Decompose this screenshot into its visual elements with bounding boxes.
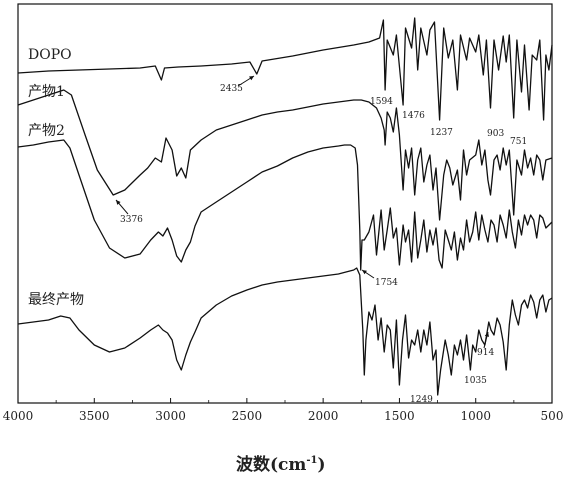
peak-annotations: 2435 1594 1476 1237 903 751 3376 1754 1249 1035 91… [115,75,527,405]
peak-label: 1237 [430,128,453,138]
series-label: 产物1 [28,84,65,100]
series-line-1 [17,89,553,221]
peak-arrow-head [362,270,367,275]
peak-arrow-head [484,332,490,337]
peak-label: 3376 [120,215,143,225]
peak-label: 1249 [410,395,433,405]
peak-arrow-head [249,76,254,81]
x-tick-label: 4000 [3,409,34,423]
peak-label: 1035 [464,376,487,386]
plot-frame [17,3,553,404]
series-label: 最终产物 [28,292,84,308]
x-axis-title: 波数(cm-1) [236,454,326,475]
peak-label: 1594 [370,97,393,107]
x-tick-label: 2500 [232,409,263,423]
peak-label: 1754 [375,278,398,288]
series-labels: DOPO 产物1 产物2 最终产物 [28,47,84,308]
x-tick-label: 3500 [79,409,110,423]
x-tick-label: 1500 [384,409,415,423]
peak-label: 2435 [220,84,243,94]
x-tick-label: 500 [541,409,564,423]
x-tick-label: 3000 [155,409,186,423]
peak-label: 751 [510,137,527,147]
peak-label: 1476 [402,111,425,121]
series-traces [17,17,553,396]
series-label: DOPO [28,47,72,63]
peak-label: 914 [477,348,494,358]
series-line-3 [17,267,553,396]
series-label: 产物2 [28,123,65,139]
series-line-2 [17,139,553,271]
peak-label: 903 [487,129,504,139]
series-line-0 [17,17,553,121]
x-tick-label: 2000 [308,409,339,423]
peak-arrow-head [116,200,121,205]
x-axis-ticks: 4000 3500 3000 2500 2000 1500 1000 500 [3,398,564,423]
x-tick-label: 1000 [460,409,491,423]
